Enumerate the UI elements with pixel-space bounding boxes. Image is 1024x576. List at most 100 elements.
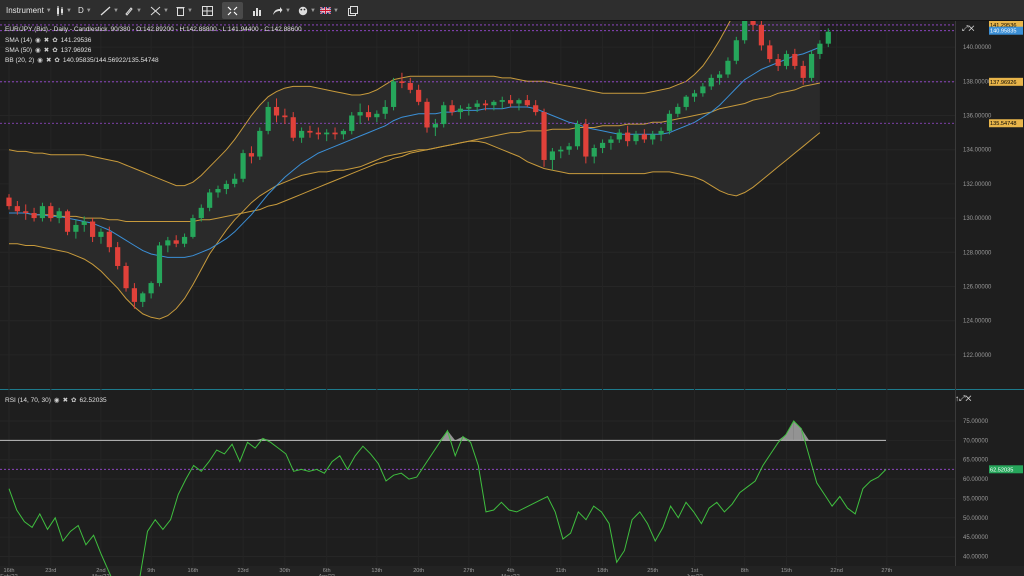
legend-symbol: EUR/JPY (Bid) - Daily - Candlestick bbox=[5, 26, 108, 33]
x-tick-label: 4th bbox=[507, 568, 515, 574]
maximize-panel-icon[interactable]: ⤢✕ bbox=[962, 24, 975, 33]
tools-menu[interactable]: ▼ bbox=[150, 2, 169, 19]
candle-bull bbox=[516, 100, 522, 104]
draw-line-tool[interactable]: ▼ bbox=[100, 2, 119, 19]
popout-button[interactable] bbox=[348, 2, 358, 19]
trash-icon bbox=[176, 6, 185, 16]
gear-icon[interactable]: ✿ bbox=[52, 37, 58, 44]
candle-bull bbox=[457, 108, 464, 113]
sma50-line bbox=[9, 82, 821, 222]
x-tick-label: 20th bbox=[413, 568, 424, 574]
uk-flag-icon bbox=[320, 7, 331, 14]
candle-bull bbox=[466, 106, 472, 109]
rsi-value: 62.52035 bbox=[79, 396, 107, 404]
candle-bear bbox=[399, 81, 405, 84]
gear-icon[interactable]: ✿ bbox=[71, 397, 77, 404]
instrument-selector[interactable]: Instrument ▼ bbox=[6, 2, 52, 19]
candle-bull bbox=[558, 149, 564, 152]
x-tick-label: 2nd bbox=[96, 568, 105, 574]
candle-bull bbox=[675, 106, 681, 114]
candle-bear bbox=[290, 117, 296, 138]
delete-drawings-button[interactable]: ▼ bbox=[176, 2, 193, 19]
chevron-down-icon: ▼ bbox=[136, 7, 142, 14]
candle-bull bbox=[491, 101, 497, 106]
chart-type-selector[interactable]: ▼ bbox=[56, 2, 72, 19]
bb-value: 140.95835/144.56922/135.54748 bbox=[62, 56, 159, 64]
candle-bear bbox=[541, 112, 547, 160]
candle-bear bbox=[64, 211, 71, 232]
rsi-value-badge-label: 62.52035 bbox=[990, 467, 1013, 473]
rsi-panel-controls-icon[interactable]: ↑⤢✕ bbox=[955, 394, 972, 403]
close-icon[interactable]: ✖ bbox=[43, 47, 50, 54]
gear-icon[interactable]: ✿ bbox=[52, 47, 58, 54]
legend-main: EUR/JPY (Bid) - Daily - Candlestick 90/3… bbox=[5, 26, 302, 33]
rsi-tick-label: 50.00000 bbox=[963, 516, 989, 522]
crosshair-button[interactable] bbox=[222, 2, 243, 19]
candle-bull bbox=[808, 53, 815, 78]
candle-bull bbox=[98, 231, 104, 237]
indicators-button[interactable] bbox=[252, 2, 262, 19]
price-tick-label: 130.00000 bbox=[963, 216, 992, 222]
x-tick-sublabel: May/22 bbox=[501, 574, 519, 576]
candle-bull bbox=[817, 43, 823, 54]
candle-bull bbox=[324, 132, 330, 135]
price-chart[interactable]: 122.00000 124.00000 126.00000 128.00000 130.… bbox=[0, 21, 1024, 576]
price-badge-label: 137.96926 bbox=[990, 80, 1016, 86]
candle-bull bbox=[708, 77, 714, 87]
candle-bear bbox=[407, 83, 413, 90]
eye-icon[interactable]: ◉ bbox=[53, 397, 60, 404]
language-selector[interactable]: ▼ bbox=[320, 2, 339, 19]
candle-bear bbox=[131, 288, 137, 302]
candle-bear bbox=[767, 45, 773, 60]
candle-bull bbox=[599, 142, 606, 148]
trendline-icon bbox=[100, 6, 111, 15]
eye-icon[interactable]: ◉ bbox=[37, 57, 43, 64]
close-icon[interactable]: ✖ bbox=[43, 37, 50, 44]
pencil-tool[interactable]: ▼ bbox=[124, 2, 142, 19]
rsi-tick-label: 45.00000 bbox=[963, 535, 989, 541]
chart-area[interactable]: 122.00000 124.00000 126.00000 128.00000 130.… bbox=[0, 21, 1024, 576]
toolbar: Instrument ▼ ▼ D ▼ ▼ ▼ ▼ ▼ ▼ ▼ bbox=[0, 0, 1024, 21]
candle-bull bbox=[783, 53, 790, 66]
candle-bear bbox=[449, 105, 455, 113]
x-tick-label: 9th bbox=[147, 568, 155, 574]
candle-bear bbox=[482, 103, 489, 106]
close-icon[interactable]: ✖ bbox=[62, 397, 69, 404]
candle-bull bbox=[156, 245, 163, 284]
candle-bear bbox=[248, 153, 255, 157]
x-tick-sublabel: Feb/22 bbox=[0, 574, 17, 576]
close-icon[interactable]: ✖ bbox=[45, 57, 52, 64]
gear-icon[interactable]: ✿ bbox=[54, 57, 60, 64]
x-tick-label: 6th bbox=[323, 568, 331, 574]
bollinger-lower-line bbox=[9, 132, 821, 320]
price-tick-label: 134.00000 bbox=[963, 148, 992, 154]
candle-bull bbox=[390, 81, 397, 107]
candle-bull bbox=[240, 153, 246, 179]
candle-bear bbox=[775, 59, 781, 66]
rsi-tick-label: 40.00000 bbox=[963, 554, 989, 560]
x-tick-sublabel: Apr/22 bbox=[318, 574, 334, 576]
legend-ohlc: 90/380 - O:142.89200 - H:142.88800 - L:1… bbox=[110, 26, 302, 33]
price-tick-label: 136.00000 bbox=[963, 114, 992, 120]
panels-icon bbox=[202, 5, 213, 16]
sma50-label: SMA (50) bbox=[5, 46, 33, 54]
layout-button[interactable] bbox=[202, 2, 213, 19]
theme-button[interactable]: ▼ bbox=[298, 2, 316, 19]
candle-bull bbox=[633, 134, 639, 142]
crosshair-icon bbox=[227, 6, 238, 15]
timeframe-selector[interactable]: D ▼ bbox=[78, 2, 92, 19]
candle-bear bbox=[750, 21, 756, 25]
rsi-tick-label: 60.00000 bbox=[963, 477, 989, 483]
candle-bull bbox=[725, 60, 731, 75]
candle-bull bbox=[658, 130, 664, 135]
candle-bull bbox=[140, 293, 146, 302]
eye-icon[interactable]: ◉ bbox=[35, 37, 41, 44]
candle-bull bbox=[232, 178, 238, 184]
candle-bear bbox=[315, 132, 321, 135]
candle-bull bbox=[39, 206, 46, 219]
share-button[interactable]: ▼ bbox=[272, 2, 291, 19]
x-axis-bg bbox=[0, 566, 1024, 576]
eye-icon[interactable]: ◉ bbox=[35, 47, 41, 54]
candle-bull bbox=[733, 40, 739, 61]
price-tick-label: 132.00000 bbox=[963, 182, 992, 188]
